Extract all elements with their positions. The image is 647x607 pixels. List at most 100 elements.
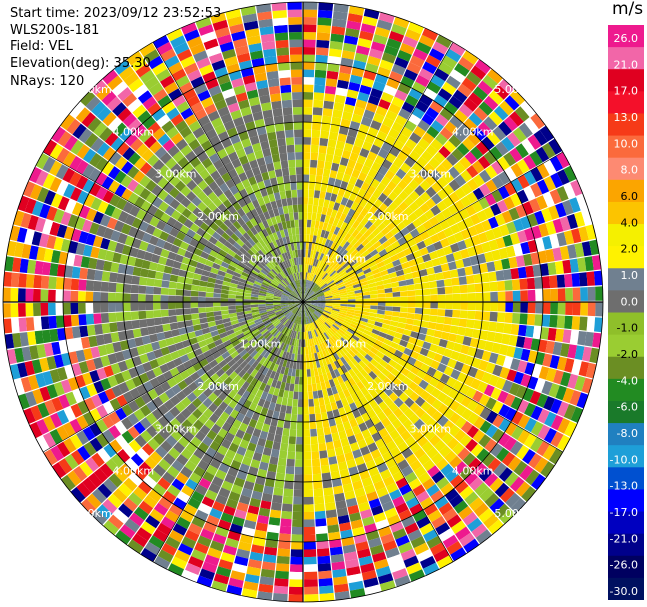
- range-gate: [318, 279, 325, 286]
- range-gate: [466, 425, 479, 439]
- range-gate: [323, 332, 330, 340]
- range-gate: [438, 528, 455, 542]
- range-gate: [186, 179, 198, 191]
- range-gate: [153, 317, 163, 326]
- range-gate: [80, 256, 91, 268]
- range-gate: [282, 374, 288, 383]
- range-gate: [258, 306, 266, 309]
- range-gate: [289, 295, 297, 299]
- range-gate: [132, 104, 147, 119]
- range-gate: [292, 234, 297, 243]
- range-gate: [223, 218, 233, 228]
- range-gate: [197, 151, 209, 163]
- range-gate: [549, 234, 560, 248]
- range-gate: [550, 414, 564, 431]
- range-gate: [145, 286, 154, 295]
- range-gate: [259, 290, 267, 295]
- range-gate: [329, 270, 337, 277]
- range-gate: [289, 283, 295, 290]
- range-gate: [444, 450, 457, 464]
- range-gate: [369, 214, 378, 224]
- range-gate: [219, 182, 229, 193]
- range-gate: [125, 265, 135, 275]
- range-gate: [471, 234, 482, 246]
- range-gate: [277, 419, 285, 428]
- range-gate: [196, 133, 209, 145]
- range-gate: [108, 312, 117, 323]
- range-gate: [130, 302, 139, 311]
- range-gate: [476, 210, 488, 222]
- range-gate: [318, 269, 324, 277]
- range-gate: [457, 447, 471, 461]
- range-gate: [314, 286, 321, 293]
- range-gate: [407, 424, 419, 436]
- range-gate: [287, 243, 292, 252]
- range-gate: [334, 332, 342, 339]
- range-gate: [545, 220, 557, 235]
- range-gate: [303, 114, 313, 123]
- range-gate: [166, 28, 183, 42]
- range-gate: [418, 379, 429, 390]
- range-gate: [421, 282, 430, 289]
- range-gate: [157, 133, 171, 146]
- range-gate: [144, 76, 160, 90]
- range-gate: [140, 521, 156, 535]
- range-gate: [79, 461, 94, 477]
- range-gate: [180, 144, 193, 157]
- range-gate: [279, 271, 286, 279]
- range-gate: [259, 164, 268, 174]
- range-gate: [404, 272, 413, 280]
- range-gate: [155, 445, 168, 459]
- range-gate: [322, 312, 330, 317]
- range-gate: [51, 341, 61, 355]
- range-gate: [370, 305, 378, 310]
- range-gate: [393, 407, 404, 419]
- range-gate: [438, 338, 448, 348]
- range-gate: [79, 386, 91, 400]
- range-gate: [560, 371, 571, 387]
- range-gate: [129, 387, 141, 400]
- range-gate: [175, 289, 184, 296]
- range-gate: [261, 492, 273, 502]
- range-gate: [27, 259, 37, 274]
- range-gate: [326, 278, 334, 285]
- range-gate: [309, 265, 313, 273]
- range-gate: [323, 396, 331, 405]
- range-gate: [305, 309, 308, 317]
- range-gate: [115, 530, 132, 545]
- range-gate: [419, 390, 431, 401]
- range-gate: [232, 383, 242, 393]
- range-gate: [431, 471, 445, 484]
- range-gate: [288, 303, 296, 306]
- range-gate: [263, 319, 271, 325]
- range-gate: [413, 542, 429, 556]
- range-gate: [452, 89, 468, 104]
- range-gate: [293, 391, 299, 400]
- range-gate: [426, 267, 435, 275]
- range-gate: [205, 297, 214, 302]
- range-gate: [523, 154, 537, 170]
- range-gate: [252, 142, 262, 153]
- range-gate: [592, 332, 602, 348]
- range-gate: [102, 190, 115, 204]
- range-gate: [340, 180, 349, 190]
- range-gate: [419, 202, 430, 214]
- range-gate: [547, 262, 557, 276]
- range-gate: [257, 324, 266, 331]
- range-gate: [409, 244, 420, 253]
- range-gate: [326, 184, 334, 194]
- range-gate: [216, 148, 228, 160]
- range-gate: [292, 346, 296, 354]
- range-gate: [296, 182, 303, 190]
- range-gate: [314, 337, 320, 345]
- range-gate: [328, 394, 336, 404]
- range-gate: [264, 116, 275, 126]
- range-gate: [84, 397, 96, 411]
- range-gate: [58, 458, 73, 474]
- range-gate: [198, 291, 206, 297]
- range-gate: [371, 505, 384, 516]
- range-gate: [242, 432, 252, 442]
- range-gate: [321, 284, 329, 290]
- range-gate: [500, 487, 515, 503]
- range-gate: [298, 324, 301, 332]
